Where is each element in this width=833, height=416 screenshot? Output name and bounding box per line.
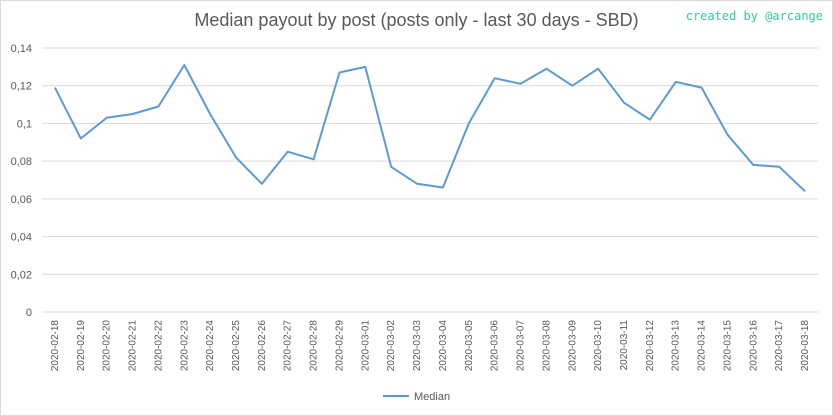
- data-point: [363, 65, 367, 69]
- x-tick-label: 2020-02-20: [102, 320, 113, 372]
- data-point: [105, 116, 109, 120]
- x-tick-label: 2020-03-12: [645, 320, 656, 372]
- data-point: [415, 182, 419, 186]
- x-tick-label: 2020-03-04: [438, 320, 449, 372]
- data-point: [544, 67, 548, 71]
- data-point: [312, 157, 316, 161]
- x-tick-label: 2020-02-19: [76, 320, 87, 372]
- x-tick-label: 2020-03-09: [567, 320, 578, 372]
- data-point: [182, 63, 186, 67]
- data-point: [648, 118, 652, 122]
- x-tick-label: 2020-03-05: [464, 320, 475, 372]
- data-point: [131, 112, 135, 116]
- x-tick-label: 2020-03-11: [619, 320, 630, 371]
- data-point: [467, 121, 471, 125]
- data-point: [519, 82, 523, 86]
- y-tick-label: 0,08: [11, 156, 32, 168]
- data-point: [79, 137, 83, 141]
- legend-label: Median: [414, 391, 450, 403]
- x-tick-label: 2020-02-18: [50, 320, 61, 372]
- y-tick-label: 0,02: [11, 269, 32, 281]
- x-tick-label: 2020-02-24: [205, 320, 216, 372]
- data-point: [493, 76, 497, 80]
- data-point: [674, 80, 678, 84]
- y-tick-label: 0,1: [17, 118, 32, 130]
- data-point: [596, 67, 600, 71]
- x-tick-label: 2020-03-02: [386, 320, 397, 372]
- data-point: [53, 86, 57, 90]
- y-tick-label: 0,14: [11, 43, 32, 55]
- x-axis-ticks: 2020-02-18 2020-02-19 2020-02-20 2020-02-21…: [50, 320, 811, 372]
- x-tick-label: 2020-03-14: [697, 320, 708, 372]
- x-tick-label: 2020-02-23: [179, 320, 190, 372]
- series-group: [53, 63, 807, 193]
- x-tick-label: 2020-03-17: [774, 320, 785, 372]
- x-tick-label: 2020-03-13: [671, 320, 682, 372]
- series-line-median: [54, 64, 806, 193]
- data-point: [441, 186, 445, 190]
- x-tick-label: 2020-03-15: [722, 320, 733, 372]
- data-point: [234, 155, 238, 159]
- x-tick-label: 2020-03-03: [412, 320, 423, 372]
- data-point: [725, 133, 729, 137]
- x-tick-label: 2020-02-27: [283, 320, 294, 372]
- data-point: [286, 150, 290, 154]
- x-tick-label: 2020-02-25: [231, 320, 242, 372]
- data-point: [389, 165, 393, 169]
- y-axis-ticks: 0 0,02 0,04 0,06 0,08 0,1 0,12 0,14: [11, 43, 32, 319]
- data-point: [570, 84, 574, 88]
- data-point: [803, 189, 807, 193]
- x-tick-label: 2020-02-28: [309, 320, 320, 372]
- data-point: [622, 101, 626, 105]
- data-point: [337, 71, 341, 75]
- data-point: [751, 163, 755, 167]
- data-point: [260, 182, 264, 186]
- x-tick-label: 2020-03-18: [800, 320, 811, 372]
- x-tick-label: 2020-02-26: [257, 320, 268, 372]
- y-tick-label: 0,12: [11, 81, 32, 93]
- legend: Median: [383, 391, 450, 403]
- data-point: [208, 112, 212, 116]
- x-tick-label: 2020-03-07: [516, 320, 527, 372]
- x-tick-label: 2020-03-06: [490, 320, 501, 372]
- y-tick-label: 0,06: [11, 194, 32, 206]
- x-tick-label: 2020-03-10: [593, 320, 604, 372]
- data-point: [777, 165, 781, 169]
- data-point: [700, 86, 704, 90]
- x-tick-label: 2020-02-21: [128, 320, 139, 372]
- x-tick-label: 2020-03-08: [541, 320, 552, 372]
- x-tick-label: 2020-03-01: [360, 320, 371, 372]
- y-tick-label: 0,04: [11, 232, 32, 244]
- x-tick-label: 2020-02-22: [153, 320, 164, 372]
- x-tick-label: 2020-03-16: [748, 320, 759, 372]
- chart-title: Median payout by post (posts only - last…: [194, 10, 639, 30]
- credit-label: created by @arcange: [685, 9, 823, 23]
- data-point: [156, 104, 160, 108]
- y-tick-label: 0: [26, 307, 32, 319]
- x-tick-label: 2020-02-29: [334, 320, 345, 372]
